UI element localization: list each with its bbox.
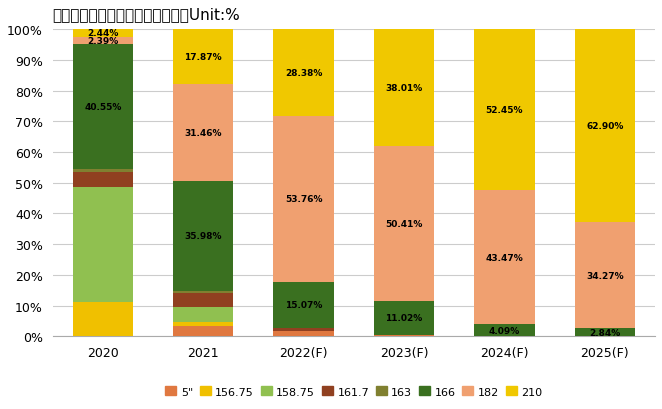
Bar xyxy=(73,38,133,45)
Text: 38.01%: 38.01% xyxy=(385,84,422,93)
Bar xyxy=(173,85,233,181)
Bar xyxy=(73,188,133,303)
Bar xyxy=(575,30,635,223)
Bar xyxy=(474,191,534,324)
Text: 2.44%: 2.44% xyxy=(87,29,118,38)
Bar xyxy=(575,223,635,328)
Text: 4.09%: 4.09% xyxy=(489,326,520,335)
Text: 34.27%: 34.27% xyxy=(586,271,624,280)
Text: 2.84%: 2.84% xyxy=(589,328,620,337)
Text: 31.46%: 31.46% xyxy=(185,128,222,137)
Bar xyxy=(73,303,133,337)
Bar xyxy=(575,328,635,337)
Bar xyxy=(73,30,133,38)
Text: 28.38%: 28.38% xyxy=(285,69,322,78)
Text: 62.90%: 62.90% xyxy=(586,122,624,131)
Bar xyxy=(374,146,434,301)
Bar xyxy=(173,181,233,292)
Bar xyxy=(73,169,133,172)
Bar xyxy=(173,292,233,293)
Text: 35.98%: 35.98% xyxy=(185,232,222,241)
Text: 40.55%: 40.55% xyxy=(84,103,121,112)
Bar xyxy=(73,172,133,188)
Bar xyxy=(273,30,334,117)
Text: 52.45%: 52.45% xyxy=(486,106,523,115)
Bar xyxy=(273,282,334,328)
Bar xyxy=(474,30,534,191)
Bar xyxy=(173,30,233,85)
Bar xyxy=(273,117,334,282)
Text: 43.47%: 43.47% xyxy=(485,253,523,262)
Text: 53.76%: 53.76% xyxy=(285,195,322,204)
Bar xyxy=(374,30,434,146)
Legend: 5", 156.75, 158.75, 161.7, 163, 166, 182, 210: 5", 156.75, 158.75, 161.7, 163, 166, 182… xyxy=(161,382,547,401)
Bar xyxy=(173,307,233,322)
Bar xyxy=(173,322,233,326)
Bar xyxy=(273,328,334,331)
Bar xyxy=(173,293,233,307)
Text: 11.02%: 11.02% xyxy=(385,314,422,323)
Text: 图：不同尺寸硅片产能占比趋势，Unit:%: 图：不同尺寸硅片产能占比趋势，Unit:% xyxy=(52,7,240,22)
Text: 15.07%: 15.07% xyxy=(285,301,322,310)
Bar xyxy=(374,301,434,335)
Bar xyxy=(173,326,233,337)
Bar xyxy=(374,335,434,337)
Text: 50.41%: 50.41% xyxy=(385,219,423,228)
Text: 2.39%: 2.39% xyxy=(87,37,118,46)
Bar xyxy=(273,331,334,337)
Bar xyxy=(73,45,133,169)
Text: 17.87%: 17.87% xyxy=(184,53,222,62)
Bar xyxy=(474,324,534,337)
